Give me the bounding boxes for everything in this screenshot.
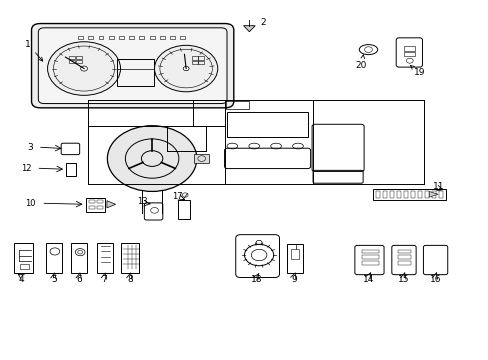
Bar	[424, 192, 428, 198]
Text: 20: 20	[355, 55, 366, 70]
Text: 4: 4	[19, 275, 24, 284]
Bar	[286, 244, 302, 273]
Bar	[119, 36, 123, 39]
Text: 10: 10	[25, 199, 36, 208]
Text: 7: 7	[102, 275, 107, 284]
FancyBboxPatch shape	[31, 23, 233, 108]
Bar	[403, 52, 414, 57]
Bar	[97, 200, 103, 203]
Bar	[116, 59, 153, 86]
Polygon shape	[428, 192, 437, 197]
Text: 19: 19	[410, 66, 425, 77]
Bar	[225, 102, 249, 109]
Bar	[71, 243, 87, 273]
Text: 2: 2	[260, 18, 265, 27]
Bar	[121, 243, 139, 273]
Circle shape	[183, 66, 189, 71]
Text: 11: 11	[432, 182, 444, 191]
Bar	[69, 60, 75, 63]
Bar	[438, 192, 443, 198]
Bar	[180, 36, 185, 39]
Polygon shape	[243, 26, 255, 32]
Bar	[198, 61, 203, 64]
Text: 3: 3	[28, 143, 33, 152]
Bar	[397, 261, 410, 265]
Bar	[403, 46, 414, 51]
Bar	[14, 243, 33, 273]
Bar	[178, 200, 190, 219]
Bar	[198, 57, 203, 60]
Bar	[89, 206, 95, 208]
Text: 16: 16	[429, 275, 441, 284]
Text: 1: 1	[25, 40, 42, 61]
Circle shape	[81, 66, 87, 71]
Bar	[46, 243, 62, 273]
Bar	[362, 261, 378, 265]
Circle shape	[141, 151, 163, 166]
Bar	[139, 36, 144, 39]
Bar	[69, 56, 75, 59]
Bar	[389, 192, 393, 198]
Bar	[417, 192, 422, 198]
Bar	[97, 206, 103, 208]
Bar	[410, 192, 414, 198]
Text: 13: 13	[137, 197, 147, 206]
Bar	[362, 249, 378, 253]
Bar	[194, 154, 208, 163]
Bar	[362, 255, 378, 259]
Text: 6: 6	[76, 275, 82, 284]
Polygon shape	[107, 201, 116, 208]
Bar	[85, 198, 105, 212]
Text: 17: 17	[172, 192, 183, 201]
Bar	[65, 163, 76, 176]
Bar	[109, 36, 114, 39]
Bar	[397, 255, 410, 259]
Circle shape	[47, 42, 120, 95]
Bar	[403, 192, 407, 198]
Text: 15: 15	[397, 275, 409, 284]
Bar	[290, 249, 299, 258]
Bar	[192, 61, 198, 64]
Bar	[192, 57, 198, 60]
Text: 5: 5	[51, 275, 57, 284]
Text: 18: 18	[251, 275, 263, 284]
Text: 12: 12	[21, 164, 32, 173]
Text: 8: 8	[126, 275, 132, 284]
Bar	[431, 192, 435, 198]
Bar	[89, 200, 95, 203]
Bar	[20, 264, 29, 269]
Bar	[88, 36, 93, 39]
Bar	[372, 189, 446, 200]
Bar	[170, 36, 175, 39]
Bar	[129, 36, 134, 39]
Text: 9: 9	[291, 275, 296, 284]
Bar	[227, 112, 307, 137]
Bar	[76, 60, 81, 63]
Circle shape	[154, 45, 217, 92]
Text: 14: 14	[363, 275, 374, 284]
Bar	[375, 192, 379, 198]
Bar	[76, 56, 81, 59]
FancyBboxPatch shape	[38, 28, 226, 104]
Bar	[149, 36, 154, 39]
Bar	[97, 243, 113, 273]
Bar	[396, 192, 401, 198]
Bar	[397, 249, 410, 253]
Bar	[382, 192, 386, 198]
Bar	[99, 36, 103, 39]
Bar	[78, 36, 83, 39]
Bar	[160, 36, 164, 39]
Circle shape	[107, 126, 197, 192]
